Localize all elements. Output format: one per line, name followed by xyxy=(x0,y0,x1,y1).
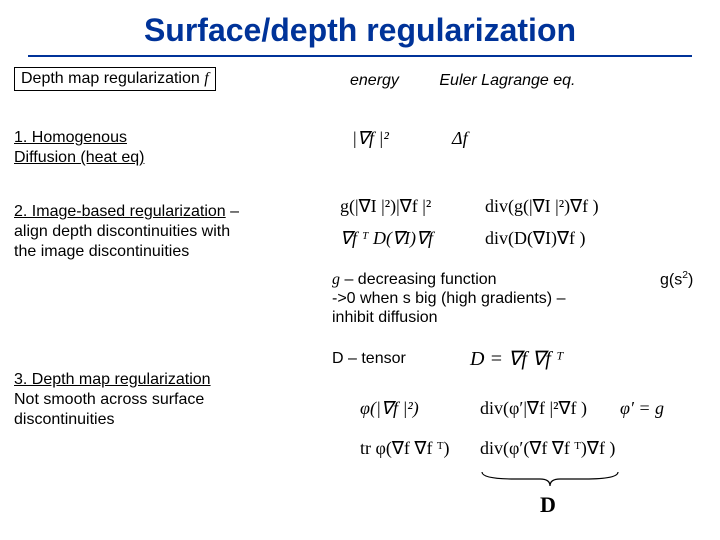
math-energy-2a: g(|∇I |²)|∇f |² xyxy=(340,196,431,217)
math-energy-3b: tr φ(∇f ∇f ᵀ) xyxy=(360,438,449,459)
section-2-title: 2. Image-based regularization xyxy=(14,203,226,220)
section-2-dash: – xyxy=(226,203,239,220)
header-euler: Euler Lagrange eq. xyxy=(439,72,575,90)
math-euler-2b: div(D(∇I)∇f ) xyxy=(485,228,586,249)
section-1-body: Diffusion (heat eq) xyxy=(14,148,314,168)
slide-title: Surface/depth regularization xyxy=(0,0,720,55)
g-s2: g(s2) xyxy=(660,270,693,289)
math-phi-g: φ′ = g xyxy=(620,398,664,419)
d-note: D – tensor xyxy=(332,350,406,368)
g-var: g xyxy=(332,271,340,288)
box-var: f xyxy=(204,70,208,87)
section-1: 1. Homogenous Diffusion (heat eq) xyxy=(14,128,314,168)
section-3-title: 3. Depth map regularization xyxy=(14,370,314,390)
g-line3: inhibit diffusion xyxy=(332,309,438,326)
depth-map-box: Depth map regularization f xyxy=(14,67,216,91)
math-euler-3b: div(φ′(∇f ∇f ᵀ)∇f ) xyxy=(480,438,615,459)
section-2: 2. Image-based regularization – align de… xyxy=(14,202,314,262)
section-2-body1: align depth discontinuities with xyxy=(14,222,314,242)
section-1-title: 1. Homogenous xyxy=(14,128,314,148)
big-d-label: D xyxy=(540,492,556,518)
math-energy-3a: φ(|∇f |²) xyxy=(360,398,419,419)
brace-icon xyxy=(480,470,620,488)
g-text: – decreasing function xyxy=(340,271,497,288)
math-euler-2a: div(g(|∇I |²)∇f ) xyxy=(485,196,599,217)
g-line2: ->0 when s big (high gradients) – xyxy=(332,290,565,307)
header-energy: energy xyxy=(350,72,399,90)
math-energy-2b: ∇f ᵀ D(∇I)∇f xyxy=(340,228,433,249)
g-note: g – decreasing function ->0 when s big (… xyxy=(332,270,702,328)
column-headers: energy Euler Lagrange eq. xyxy=(350,72,575,90)
math-euler-1: Δf xyxy=(452,128,468,149)
title-underline xyxy=(28,55,692,57)
math-energy-1: |∇f |² xyxy=(352,128,389,149)
section-3-body1: Not smooth across surface xyxy=(14,390,314,410)
section-3: 3. Depth map regularization Not smooth a… xyxy=(14,370,314,430)
section-3-body2: discontinuities xyxy=(14,410,314,430)
section-2-body2: the image discontinuities xyxy=(14,242,314,262)
math-euler-3a: div(φ′|∇f |²∇f ) xyxy=(480,398,587,419)
d-equation: D = ∇f ∇f ᵀ xyxy=(470,346,564,371)
box-label: Depth map regularization xyxy=(21,70,204,87)
